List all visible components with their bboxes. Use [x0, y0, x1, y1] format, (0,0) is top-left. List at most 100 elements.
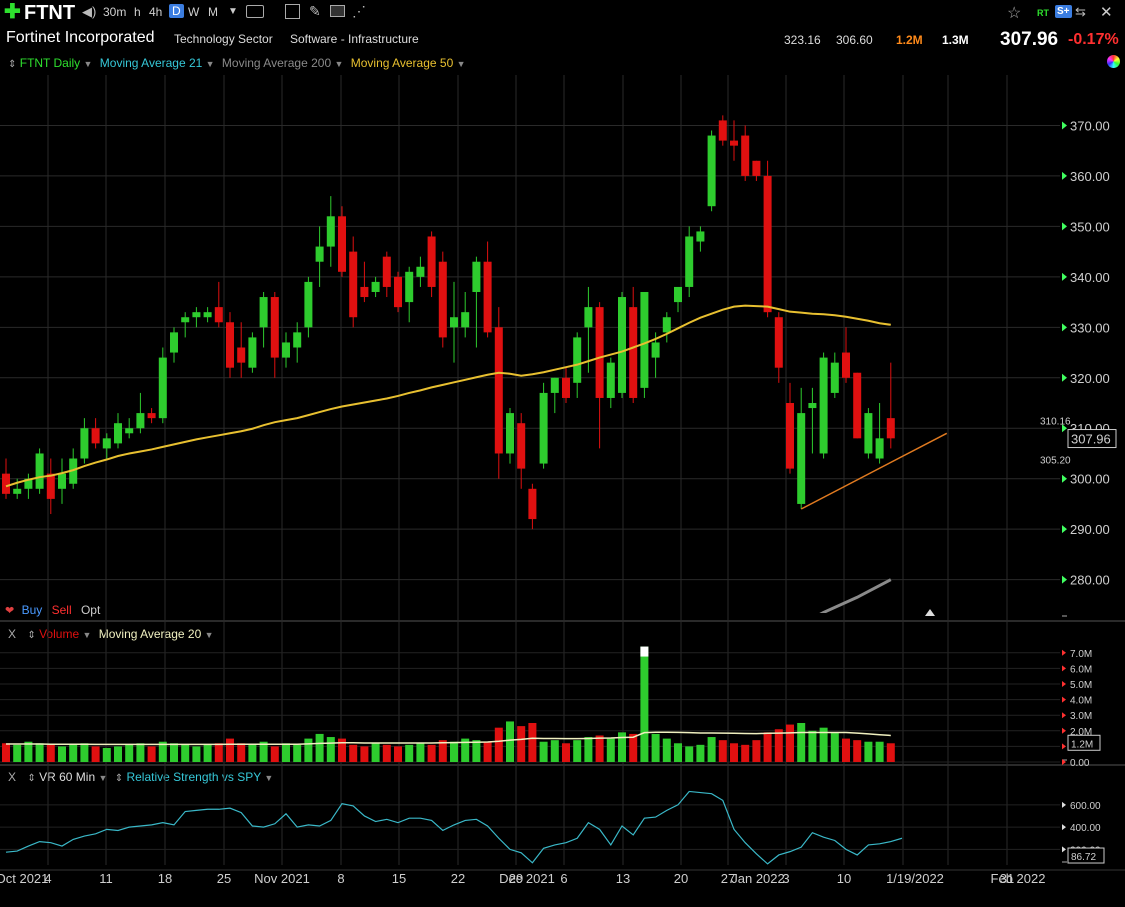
legend-caret-icon[interactable]: ▼: [456, 59, 466, 69]
rs-tick-icon: [1062, 846, 1066, 853]
volume-bar: [270, 746, 279, 762]
volume-bar: [69, 744, 78, 762]
link-icon[interactable]: ⇆: [1075, 4, 1086, 19]
rs-last-box: [1067, 847, 1105, 864]
volume-bar: [382, 744, 391, 762]
candle-body: [371, 281, 380, 292]
candle-body: [808, 403, 817, 409]
volume-legend: X ⇕ Volume ▼ Moving Average 20 ▼: [8, 627, 214, 641]
opt-button[interactable]: Opt: [80, 603, 101, 617]
x-tick-label: Nov 2021: [254, 871, 310, 886]
candle-body: [394, 276, 402, 308]
price-tick-icon: [1062, 525, 1067, 534]
volume-tick-label: 7.0M: [1070, 649, 1092, 660]
price-tick-icon: [1062, 171, 1067, 180]
x-tick-label: 22: [451, 871, 465, 886]
close-pane-button[interactable]: X: [8, 770, 17, 784]
candle-body: [797, 413, 806, 504]
legend-vol-ma[interactable]: Moving Average 20: [98, 627, 202, 641]
volume-bar: [237, 743, 246, 762]
timeframe-m[interactable]: M: [208, 5, 218, 19]
price-tick-icon: [1062, 373, 1067, 382]
rs-last-marker: 86.72: [1071, 852, 1096, 863]
volume-bar: [651, 733, 660, 762]
collapse-icon: [925, 609, 935, 616]
volume-bar: [517, 726, 526, 762]
candle-body: [696, 231, 705, 242]
volume-bar: [338, 738, 346, 762]
legend-caret-icon[interactable]: ▼: [83, 59, 93, 69]
candle-body: [326, 216, 335, 247]
x-tick-label: 13: [616, 871, 630, 886]
timeframe-w[interactable]: W: [188, 5, 200, 19]
buy-button[interactable]: Buy: [21, 603, 43, 617]
volume-bar: [875, 741, 884, 762]
symbol-title[interactable]: FTNT: [24, 2, 76, 24]
legend-caret-icon[interactable]: ▼: [204, 630, 214, 640]
s-plus-badge[interactable]: S+: [1055, 5, 1072, 18]
rs-tick-icon: [1062, 801, 1066, 808]
draw-tool-icon[interactable]: ✎: [309, 3, 321, 19]
candle-body: [606, 362, 615, 398]
timeframe-d[interactable]: D: [169, 4, 184, 18]
legend-ma200[interactable]: Moving Average 200: [221, 56, 332, 70]
volume-bar: [371, 743, 380, 762]
candle-body: [517, 423, 526, 469]
legend-caret-icon[interactable]: ▼: [82, 630, 92, 640]
layouts-icon[interactable]: [330, 5, 345, 17]
volume-bar: [125, 744, 134, 762]
legend-ma21[interactable]: Moving Average 21: [99, 56, 203, 70]
dropdown-caret-icon[interactable]: ▼: [228, 6, 238, 17]
volume-bar: [786, 724, 794, 762]
reorder-icon[interactable]: ⇕: [27, 773, 36, 784]
candle-body: [640, 291, 649, 388]
volume-bar: [819, 727, 828, 762]
industry-label[interactable]: Software - Infrastructure: [290, 32, 419, 46]
close-pane-button[interactable]: X: [8, 627, 17, 641]
candle-body: [573, 337, 582, 383]
volume-last-box: [1067, 734, 1101, 751]
sell-button[interactable]: Sell: [51, 603, 72, 617]
price-tick-icon: [1062, 272, 1067, 281]
timeframe-4h[interactable]: 4h: [149, 5, 163, 19]
reorder-icon[interactable]: ⇕: [8, 59, 17, 70]
trade-icon[interactable]: ❤: [5, 605, 15, 617]
legend-rs[interactable]: Relative Strength vs SPY: [126, 770, 261, 784]
candle-body: [214, 307, 223, 323]
close-icon[interactable]: ✕: [1100, 4, 1113, 21]
palette-icon[interactable]: [1107, 55, 1120, 68]
legend-caret-icon[interactable]: ▼: [264, 773, 274, 783]
x-tick-label: 29: [509, 871, 523, 886]
legend-caret-icon[interactable]: ▼: [98, 773, 108, 783]
volume-bar: [808, 730, 817, 762]
rt-badge[interactable]: RT: [1037, 8, 1049, 18]
reorder-icon[interactable]: ⇕: [27, 630, 36, 641]
speaker-icon[interactable]: ◀): [82, 4, 97, 19]
legend-ma50[interactable]: Moving Average 50: [350, 56, 454, 70]
timeframe-30m[interactable]: 30m: [103, 5, 127, 19]
add-icon[interactable]: ✚: [4, 1, 21, 23]
volume-bar: [629, 733, 638, 762]
legend-vr[interactable]: VR 60 Min: [39, 770, 96, 784]
reorder-icon[interactable]: ⇕: [114, 773, 124, 784]
volume-bar: [214, 743, 223, 762]
price-tick-label: 290.00: [1070, 522, 1110, 537]
indicators-icon[interactable]: [285, 4, 300, 19]
sector-label[interactable]: Technology Sector: [174, 32, 273, 46]
chart-type-icon[interactable]: [246, 5, 264, 18]
candle-body: [629, 307, 638, 398]
star-icon[interactable]: ☆: [1007, 5, 1022, 22]
rs-legend: X ⇕ VR 60 Min ▼ ⇕ Relative Strength vs S…: [8, 770, 273, 784]
legend-caret-icon[interactable]: ▼: [205, 59, 215, 69]
share-icon[interactable]: ⋰: [352, 3, 366, 19]
x-tick-label: 25: [217, 871, 231, 886]
legend-volume[interactable]: Volume: [39, 627, 80, 641]
x-tick-label: Oct 2021: [0, 871, 48, 886]
volume-bar: [707, 737, 716, 762]
timeframe-h[interactable]: h: [134, 5, 141, 19]
volume-bar: [304, 738, 313, 762]
rs-tick-label: 600.00: [1070, 801, 1101, 812]
legend-caret-icon[interactable]: ▼: [334, 59, 344, 69]
x-tick-label: 15: [392, 871, 406, 886]
legend-main-series[interactable]: FTNT Daily: [19, 56, 81, 70]
